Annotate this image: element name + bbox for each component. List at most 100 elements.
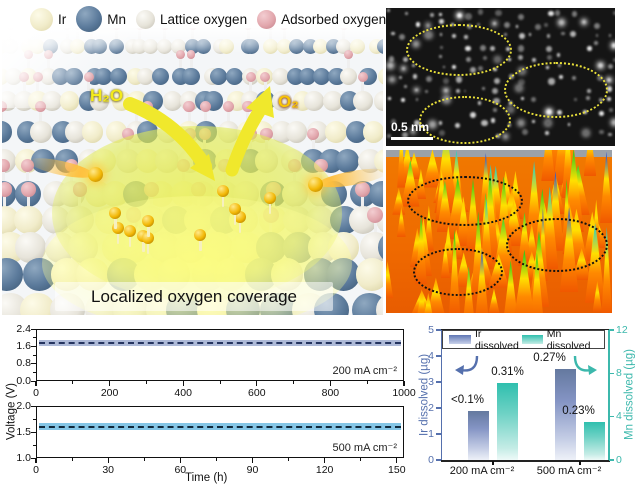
lattice-sphere xyxy=(355,258,383,291)
mn-atom-icon xyxy=(76,6,103,32)
stem-atom-dot xyxy=(415,88,418,92)
stem-atom-dot xyxy=(556,53,561,57)
lattice-sphere xyxy=(30,121,52,144)
ir-axis-tick xyxy=(436,433,441,435)
lattice-sphere xyxy=(225,67,244,85)
time-axis-title: Time (h) xyxy=(185,472,228,484)
adsorbed-oxygen-sphere xyxy=(242,101,254,113)
scale-bar-label: 0.5 nm xyxy=(391,120,430,134)
stem-atom-dot xyxy=(587,46,593,51)
bar-plot-area: Ir dissolved Mn dissolved <0.1% 0.31% 0.27… xyxy=(440,327,610,462)
x-minor-tick xyxy=(72,381,74,384)
adsorbed-oxygen-sphere xyxy=(260,72,271,83)
stem-atom-dot xyxy=(608,33,612,37)
tick-label: 0 xyxy=(33,387,39,399)
o2-label: O₂ xyxy=(278,92,299,111)
y-tick xyxy=(31,345,36,348)
surface-peak xyxy=(423,205,434,251)
lattice-sphere xyxy=(324,121,347,144)
stem-atom-dot xyxy=(567,123,571,127)
mn-axis-title: Mn dissolved (µg) xyxy=(623,349,636,441)
y-minor-tick xyxy=(33,337,36,339)
ir-axis-tick xyxy=(436,355,441,357)
tick-label: 90 xyxy=(246,464,259,476)
adsorbate-stick xyxy=(2,111,3,125)
x-tick xyxy=(256,381,258,386)
voltage-dashed-line-200 xyxy=(39,342,401,344)
lattice-sphere xyxy=(15,232,46,263)
legend-item-lattice-oxygen: Lattice oxygen xyxy=(136,9,248,29)
stem-atom-dot xyxy=(517,55,523,61)
surface-peak xyxy=(601,226,612,313)
surface-peak xyxy=(415,289,428,313)
ir-tick-label: 1 xyxy=(428,427,434,440)
stem-atom-dot xyxy=(411,129,415,133)
left-axis-arrow-icon xyxy=(455,355,479,375)
lattice-sphere xyxy=(14,206,43,235)
gold-adatom-stick xyxy=(128,233,132,247)
surface-peak xyxy=(591,199,601,249)
mn-dissolved-swatch-icon xyxy=(521,335,543,344)
legend-item-ir: Ir xyxy=(30,7,66,31)
surface-ellipse-2 xyxy=(413,248,503,296)
stem-atom-dot xyxy=(443,78,449,85)
gold-adatom-stick xyxy=(142,239,145,253)
stability-plots: Voltage (V) 200 mA cm⁻² 500 mA cm⁻² 2.4 1… xyxy=(0,318,416,491)
surface-ellipse-3 xyxy=(506,218,608,272)
stem-atom-dot xyxy=(430,13,434,18)
stem-atom-dot xyxy=(438,12,443,17)
lattice-sphere xyxy=(209,67,228,85)
surface-topography-panel xyxy=(386,150,612,313)
ir-axis-tick xyxy=(436,407,441,409)
mn-tick-label: 4 xyxy=(616,410,622,423)
legend-label: Lattice oxygen xyxy=(160,11,248,27)
stem-atom-dot xyxy=(504,134,508,139)
bar-chart-legend: Ir dissolved Mn dissolved xyxy=(442,327,605,352)
lattice-sphere xyxy=(2,258,23,291)
tick-label: 800 xyxy=(321,387,340,399)
stem-atom-dot xyxy=(493,67,497,72)
stem-atom-dot xyxy=(493,77,501,84)
illustration-panel: H₂O O₂ Localized oxygen coverage xyxy=(2,28,383,315)
gold-adatom-sphere xyxy=(194,228,207,241)
x-tick xyxy=(35,458,37,463)
lattice-sphere xyxy=(323,91,343,111)
adsorbate-stick xyxy=(3,196,7,210)
lattice-sphere xyxy=(378,67,383,85)
stem-atom-dot xyxy=(570,30,577,37)
stem-atom-dot xyxy=(593,23,600,30)
x-tick xyxy=(403,381,405,386)
mn-axis-tick xyxy=(609,416,614,418)
stem-atom-dot xyxy=(390,119,397,125)
scale-bar xyxy=(391,137,433,140)
tick-label: 600 xyxy=(248,387,266,399)
legend-label: Adsorbed oxygen xyxy=(281,11,387,27)
gold-adatom-sphere xyxy=(228,203,241,216)
x-minor-tick xyxy=(366,381,368,384)
stem-atom-dot xyxy=(561,31,565,36)
gold-adatom-stick xyxy=(233,212,237,226)
legend-label: Mn dissolved xyxy=(546,327,591,352)
lattice-sphere xyxy=(182,67,200,85)
stem-atom-dot xyxy=(594,41,599,46)
stem-atom-dot xyxy=(522,129,529,136)
stem-atom-dot xyxy=(391,31,395,36)
adsorbate-stick xyxy=(361,196,365,210)
atom-legend: Ir Mn Lattice oxygen Adsorbed oxygen xyxy=(30,5,386,33)
stem-atom-dot xyxy=(599,129,604,135)
stem-atom-dot xyxy=(389,77,394,82)
tick-label: 400 xyxy=(174,387,192,399)
lattice-sphere xyxy=(378,232,383,263)
ir-tick-label: 4 xyxy=(428,349,434,362)
tick-label: 0 xyxy=(33,464,39,476)
x-minor-tick xyxy=(145,381,147,384)
y-tick xyxy=(31,405,36,407)
adsorbed-oxygen-sphere xyxy=(344,49,354,59)
adsorbed-oxygen-sphere xyxy=(186,49,196,59)
adsorbed-oxygen-sphere xyxy=(200,101,212,113)
corner-fade xyxy=(2,28,152,108)
tick-label: 1000 xyxy=(392,387,416,399)
ir-dissolved-bar xyxy=(555,369,576,460)
tick-label: 2.0 xyxy=(16,399,31,412)
adsorbed-oxygen-sphere xyxy=(357,72,368,83)
